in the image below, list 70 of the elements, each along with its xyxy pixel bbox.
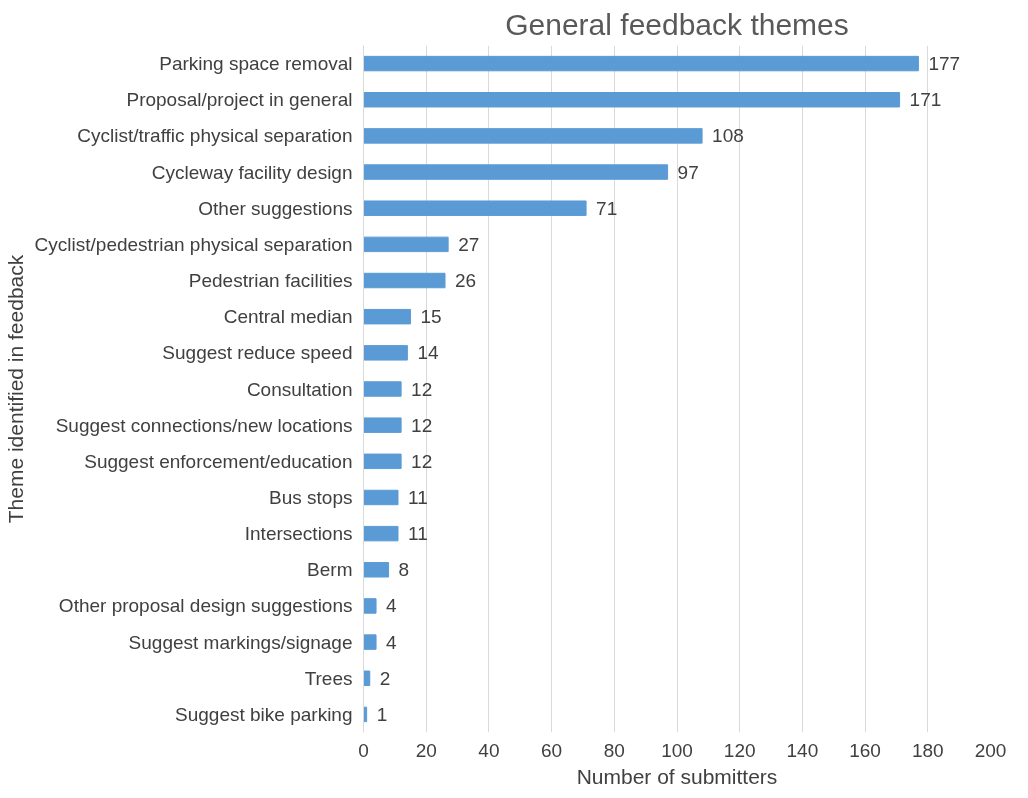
x-tick-label: 120 [723, 739, 756, 761]
bar [363, 272, 446, 289]
data-label: 4 [386, 595, 398, 617]
y-tick-label: Trees [304, 667, 353, 689]
y-tick-label: Other suggestions [198, 197, 353, 219]
bar [363, 128, 703, 144]
bar [363, 670, 371, 686]
data-label: 11 [407, 486, 428, 508]
chart-title: General feedback themes [505, 7, 849, 41]
x-tick-label: 200 [974, 739, 1007, 761]
x-tick-label: 100 [661, 739, 693, 761]
data-label: 27 [458, 233, 480, 255]
bar [363, 236, 449, 253]
data-label: 171 [909, 89, 942, 111]
y-tick-label: Suggest markings/signage [128, 631, 353, 653]
data-label: 97 [677, 161, 699, 183]
data-label: 1 [376, 703, 388, 725]
x-tick-label: 0 [358, 739, 369, 761]
data-label: 26 [455, 270, 477, 292]
bar [363, 55, 919, 72]
x-tick-label: 80 [603, 739, 625, 761]
y-tick-label: Proposal/project in general [126, 89, 353, 111]
bar [363, 562, 390, 578]
y-tick-label: Suggest enforcement/education [84, 450, 353, 472]
data-label: 177 [928, 53, 961, 75]
y-tick-label: Parking space removal [159, 53, 353, 75]
x-tick-label: 140 [786, 739, 819, 761]
bar [363, 164, 669, 180]
bar [363, 345, 408, 361]
x-tick-label: 60 [541, 739, 563, 761]
bar [363, 598, 377, 614]
y-tick-label: Pedestrian facilities [188, 270, 353, 292]
bar [363, 525, 399, 542]
data-label: 14 [417, 342, 439, 364]
data-label: 12 [411, 414, 433, 436]
y-tick-label: Cycleway facility design [151, 161, 353, 183]
data-label: 71 [596, 197, 618, 219]
y-tick-label: Central median [223, 306, 353, 328]
bar [363, 634, 377, 650]
data-label: 11 [407, 523, 428, 545]
bar [363, 417, 402, 433]
bar [363, 92, 901, 108]
data-label: 8 [398, 559, 410, 581]
x-tick-label: 40 [478, 739, 500, 761]
y-tick-label: Suggest reduce speed [162, 342, 353, 364]
y-tick-label: Suggest connections/new locations [55, 414, 353, 436]
y-tick-label: Other proposal design suggestions [58, 595, 353, 617]
data-label: 2 [379, 667, 391, 689]
y-tick-label: Intersections [244, 523, 353, 545]
y-tick-label: Consultation [246, 378, 353, 400]
data-label: 12 [411, 450, 433, 472]
x-axis-title: Number of submitters [576, 764, 778, 788]
x-tick-label: 180 [911, 739, 944, 761]
y-tick-label: Suggest bike parking [175, 703, 353, 725]
y-tick-label: Bus stops [269, 486, 353, 508]
x-tick-label: 160 [849, 739, 881, 761]
data-label: 15 [420, 306, 442, 328]
x-tick-label: 20 [415, 739, 437, 761]
y-tick-label: Cyclist/traffic physical separation [77, 125, 353, 147]
y-axis-title: Theme identified in feedback [3, 254, 27, 524]
data-label: 4 [386, 631, 398, 653]
bar [363, 381, 402, 397]
bar [363, 308, 412, 325]
data-label: 12 [411, 378, 433, 400]
y-tick-label: Cyclist/pedestrian physical separation [34, 233, 353, 255]
y-tick-label: Berm [307, 559, 353, 581]
bar [363, 489, 399, 506]
bar [363, 200, 587, 216]
bar [363, 453, 402, 470]
data-label: 108 [712, 125, 744, 147]
